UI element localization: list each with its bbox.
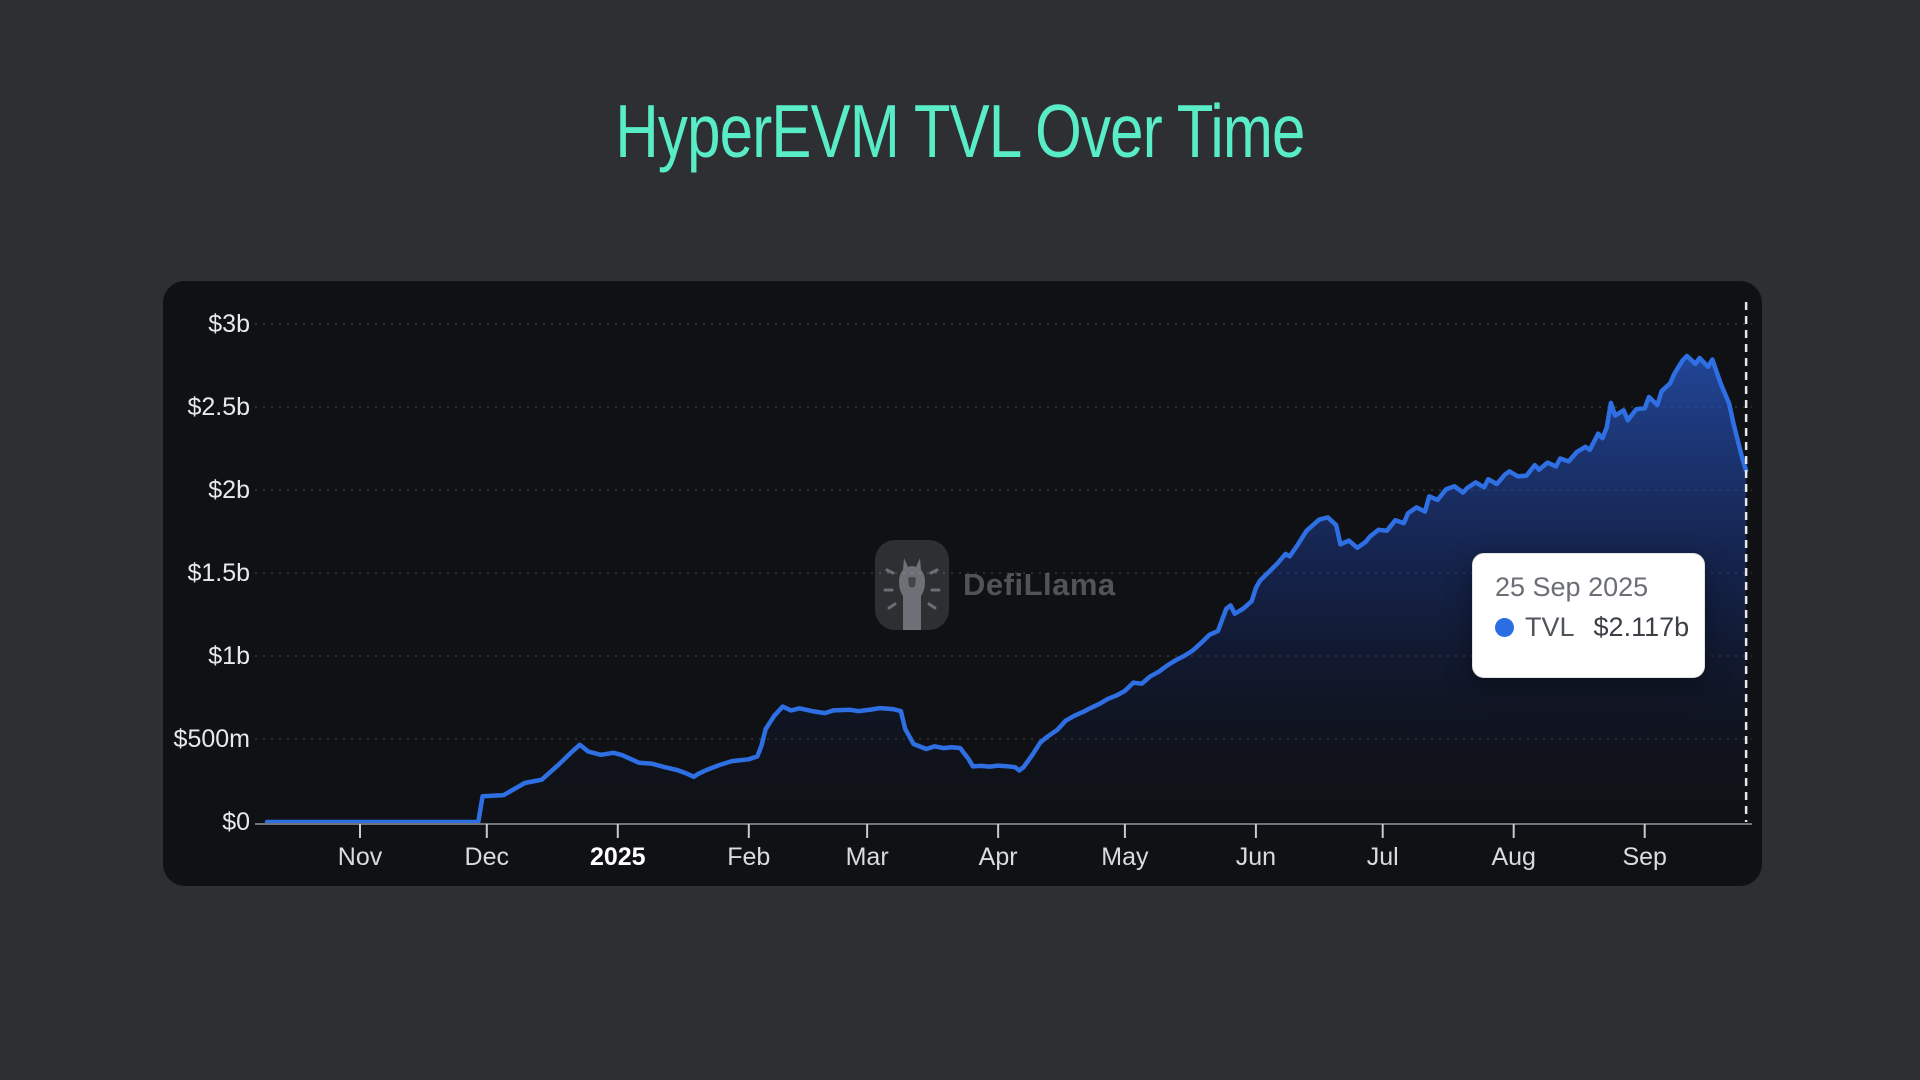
tooltip-series-value: $2.117b [1593, 612, 1690, 642]
tvl-series-dot-icon [1495, 618, 1514, 637]
tooltip-series-name: TVL [1525, 612, 1575, 642]
defillama-watermark: DefiLlama [875, 540, 1116, 630]
tooltip-date: 25 Sep 2025 [1495, 572, 1649, 602]
tooltip-series-row: TVL $2.117b [1495, 612, 1704, 643]
chart-tooltip: 25 Sep 2025 TVL $2.117b [1472, 553, 1705, 678]
watermark-brand-text: DefiLlama [963, 567, 1116, 602]
page-title: HyperEVM TVL Over Time [615, 89, 1305, 173]
defillama-logo-icon [875, 540, 949, 630]
